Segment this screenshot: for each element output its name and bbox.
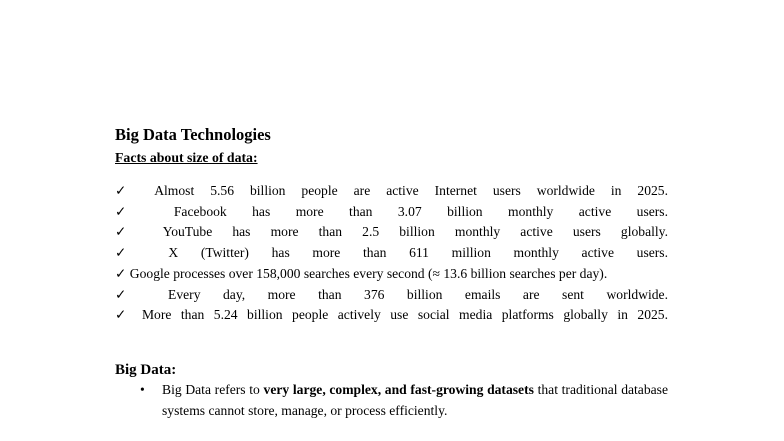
fact-item: ✓ Google processes over 158,000 searches… xyxy=(115,264,668,285)
fact-item: ✓ Almost 5.56 billion people are active … xyxy=(115,181,668,202)
facts-list: ✓ Almost 5.56 billion people are active … xyxy=(115,181,668,326)
fact-item: ✓ YouTube has more than 2.5 billion mont… xyxy=(115,222,668,243)
check-icon: ✓ xyxy=(115,265,127,281)
check-icon: ✓ xyxy=(115,286,146,302)
bullet-text-prefix: Big Data refers to xyxy=(162,381,264,397)
fact-text: X (Twitter) has more than 611 million mo… xyxy=(168,245,668,261)
fact-text: More than 5.24 billion people actively u… xyxy=(141,307,669,323)
big-data-heading: Big Data: xyxy=(115,361,177,378)
check-icon: ✓ xyxy=(115,224,144,240)
fact-item: ✓ Facebook has more than 3.07 billion mo… xyxy=(115,202,668,223)
bullet-text-suffix: that traditional database systems cannot… xyxy=(162,381,668,418)
fact-text: Google processes over 158,000 searches e… xyxy=(129,265,608,281)
check-icon: ✓ xyxy=(115,307,133,323)
fact-text: Facebook has more than 3.07 billion mont… xyxy=(173,203,668,219)
check-icon: ✓ xyxy=(115,203,149,219)
fact-item: ✓ More than 5.24 billion people actively… xyxy=(115,305,668,326)
fact-item: ✓ X (Twitter) has more than 611 million … xyxy=(115,243,668,264)
facts-subheading: Facts about size of data: xyxy=(115,150,258,165)
check-icon: ✓ xyxy=(115,183,139,198)
bullet-text-bold: very large, complex, and fast-growing da… xyxy=(263,381,534,397)
big-data-section: Big Data: • Big Data refers to very large… xyxy=(115,361,668,422)
document-content: Big Data Technologies Facts about size o… xyxy=(115,125,668,422)
check-icon: ✓ xyxy=(115,245,146,261)
page-title: Big Data Technologies xyxy=(115,125,271,144)
fact-item: ✓ Every day, more than 376 billion email… xyxy=(115,285,668,306)
fact-text: Every day, more than 376 billion emails … xyxy=(168,286,668,302)
bullet-icon: • xyxy=(140,381,145,397)
fact-text: Almost 5.56 billion people are active In… xyxy=(154,183,669,198)
fact-text: YouTube has more than 2.5 billion monthl… xyxy=(162,224,668,240)
bullet-list-item: • Big Data refers to very large, complex,… xyxy=(115,380,668,422)
